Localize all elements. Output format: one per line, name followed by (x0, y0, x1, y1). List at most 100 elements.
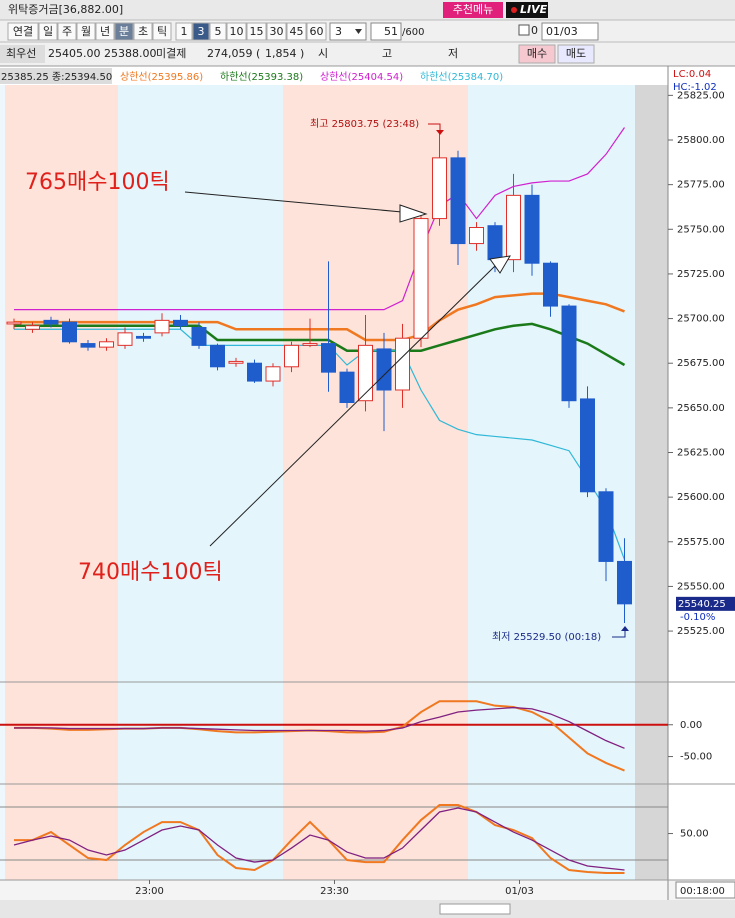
candle-body (99, 341, 114, 348)
buy-button[interactable] (518, 44, 556, 64)
x-tick-label: 01/03 (505, 886, 534, 897)
period-button[interactable] (57, 22, 77, 41)
candle-body (43, 319, 59, 325)
cursor-time: 00:18:00 (680, 886, 725, 897)
change: -0.10% (680, 612, 715, 623)
y-tick-label: 25575.00 (677, 537, 725, 548)
quote-oi-close: ) (300, 47, 304, 60)
interval-button[interactable] (192, 22, 210, 41)
candle-body (358, 344, 373, 402)
period-button[interactable] (76, 22, 96, 41)
y-tick-label: 25725.00 (677, 269, 725, 280)
candle-body (450, 157, 466, 245)
legend-entry: 하한선(25393.38) (220, 70, 303, 83)
y-tick-label: 25650.00 (677, 403, 725, 414)
y-tick-label: 25775.00 (677, 180, 725, 191)
y-tick-label: 50.00 (680, 829, 709, 840)
live-label: LIVE (520, 3, 548, 16)
candle-body (561, 305, 577, 402)
low-label: 최저 25529.50 (00:18) (492, 631, 601, 643)
interval-button[interactable] (209, 22, 227, 41)
interval-button[interactable] (226, 22, 247, 41)
quote-label: 최우선 (6, 47, 36, 60)
y-tick-label: -50.00 (680, 752, 712, 763)
live-button (506, 2, 548, 18)
y-tick-label: 25525.00 (677, 626, 725, 637)
quote-ask: 25388.00 (104, 47, 157, 60)
combo-box[interactable] (329, 22, 367, 41)
interval-button[interactable] (266, 22, 287, 41)
period-button[interactable] (114, 22, 134, 41)
y-tick-label: 0.00 (680, 720, 702, 731)
candle-body (80, 343, 96, 348)
period-button[interactable] (95, 22, 115, 41)
info: 25385.25 종:25394.50 (1, 71, 112, 83)
candle-body (598, 491, 614, 562)
interval-button[interactable] (175, 22, 193, 41)
period-button[interactable] (38, 22, 58, 41)
candle-body (136, 335, 151, 339)
interval-button[interactable] (306, 22, 327, 41)
y-tick-label: 25625.00 (677, 448, 725, 459)
last-price-bg (676, 596, 735, 611)
x-tick-label: 23:30 (320, 886, 349, 897)
candle-body (543, 262, 558, 307)
check-box[interactable] (518, 24, 530, 36)
quote-high-label: 고 (382, 47, 392, 60)
period-label: 년 (100, 25, 110, 38)
period-button[interactable] (152, 22, 172, 41)
period-button[interactable] (7, 22, 39, 41)
indicator-line (14, 706, 625, 749)
candle-body (617, 560, 632, 605)
interval-button[interactable] (286, 22, 307, 41)
recommend-label: 추천메뉴 (453, 2, 493, 16)
check-label: 0 (531, 24, 538, 37)
candle-body (6, 321, 22, 325)
period-label: 주 (62, 25, 72, 38)
y-tick-label: 25600.00 (677, 492, 725, 503)
candle-body (321, 343, 336, 373)
info-bg (0, 68, 112, 84)
date-box[interactable] (541, 22, 599, 41)
interval-label: 45 (290, 25, 304, 38)
hc-label: HC:-1.02 (673, 82, 717, 93)
y-tick-label: 25825.00 (677, 90, 725, 101)
recommend-button[interactable] (443, 2, 503, 18)
lc-label: LC:0.04 (673, 69, 711, 80)
live-dot (511, 7, 517, 13)
candle-body (469, 227, 484, 245)
count-box (370, 22, 402, 41)
indicator-line (14, 328, 626, 560)
interval-button[interactable] (246, 22, 267, 41)
indicator-line (13, 807, 625, 871)
period-label: 연결 (13, 25, 33, 38)
period-button[interactable] (133, 22, 153, 41)
candle-body (580, 398, 595, 493)
candle-body (339, 371, 355, 403)
buy-label: 매수 (527, 47, 547, 60)
candle-body (228, 360, 244, 364)
candle-body (284, 344, 299, 368)
candle-body (524, 194, 540, 264)
candle-body (62, 321, 77, 343)
indicator-line (14, 127, 625, 311)
date-value: 01/03 (546, 25, 578, 38)
interval-label: 5 (215, 25, 222, 38)
period-label: 틱 (157, 25, 167, 38)
candle-body (506, 194, 521, 261)
sell-label: 매도 (566, 47, 586, 60)
y-tick-label: 25700.00 (677, 314, 725, 325)
combo-value: 3 (335, 25, 342, 38)
period-label: 월 (81, 25, 91, 38)
candle-body (25, 325, 40, 330)
candle-body (247, 362, 262, 382)
sell-button[interactable] (557, 44, 595, 64)
interval-label: 10 (230, 25, 244, 38)
interval-label: 3 (198, 25, 205, 38)
legend-entry: 하한선(25384.70) (420, 70, 503, 83)
y-tick-label: 25750.00 (677, 224, 725, 235)
candle-body (376, 348, 392, 391)
candle-body (154, 319, 170, 334)
